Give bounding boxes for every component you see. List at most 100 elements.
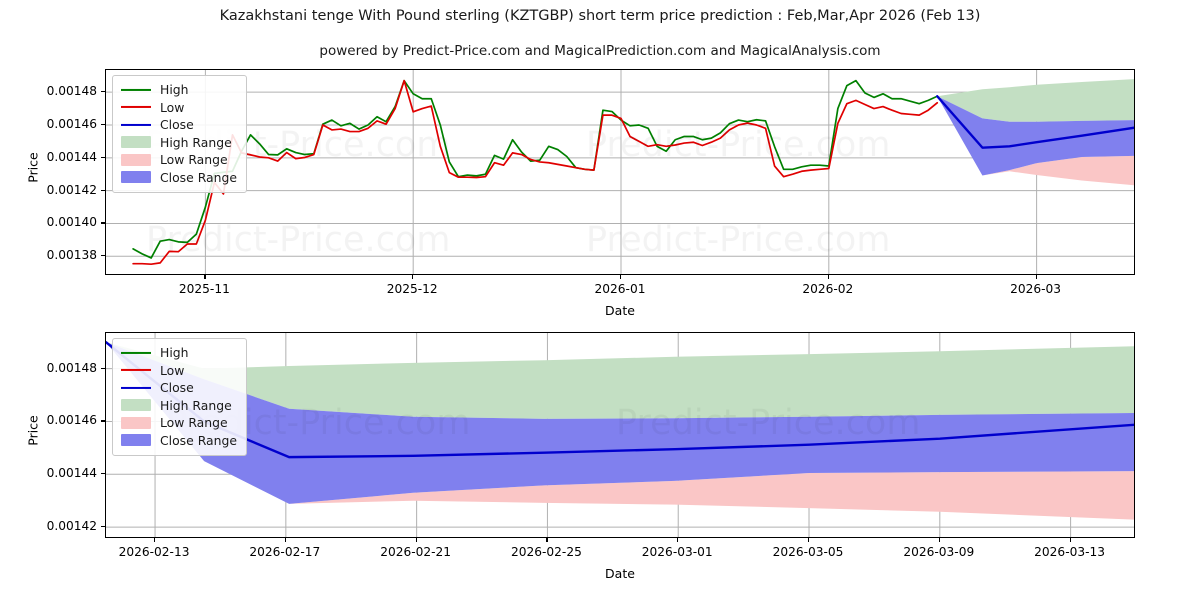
x-axis-tick-mark [546,538,548,542]
legend-swatch-line-icon [121,119,151,131]
legend-item-close: Close [121,116,237,134]
plot-svg-top [106,70,1134,274]
y-axis-tick-mark [101,222,105,224]
x-axis-tick-mark [1069,538,1071,542]
x-axis-tick-mark [412,275,414,279]
x-axis-tick-label: 2026-03 [1010,282,1062,296]
legend-item-high: High [121,344,237,362]
page-subtitle: powered by Predict-Price.com and Magical… [319,43,881,59]
legend-top: High Low Close High Range Low Range Close Ran… [112,75,247,193]
y-axis-tick-label: 0.00142 [46,182,97,197]
y-axis-tick-mark [101,189,105,191]
legend-item-close: Close [121,379,237,397]
y-axis-tick-mark [101,255,105,257]
legend-swatch-line-icon [121,347,151,359]
page-title: Kazakhstani tenge With Pound sterling (K… [219,8,981,24]
legend-swatch-patch-icon [121,434,151,447]
x-axis-label-top: Date [605,303,635,318]
y-axis-label-bottom: Price [25,415,41,446]
legend-bottom: High Low Close High Range Low Range Close Ran… [112,338,247,456]
high-range-band [106,342,1134,419]
x-axis-tick-label: 2026-02-13 [118,545,190,559]
close-range-band [937,96,1134,176]
x-axis-tick-mark [415,538,417,542]
legend-item-close-range: Close Range [121,432,237,450]
legend-item-low: Low [121,99,237,117]
legend-item-label: Low Range [160,152,228,168]
legend-swatch-patch-icon [121,136,151,149]
legend-item-label: High [160,82,189,98]
legend-swatch-patch-icon [121,416,151,429]
x-axis-tick-mark [284,538,287,542]
plot-svg-bottom [106,333,1134,537]
legend-item-label: Close [160,380,194,396]
legend-item-label: High [160,345,189,361]
legend-item-low: Low [121,362,237,380]
legend-swatch-patch-icon [121,399,151,412]
legend-item-label: Low [160,362,185,378]
high-range-band [937,79,1134,122]
y-axis-tick-label: 0.00146 [46,116,97,131]
y-axis-tick-label: 0.00142 [46,519,97,534]
legend-item-label: Close Range [160,169,237,185]
y-axis-tick-label: 0.00148 [46,84,97,99]
y-axis-tick-label: 0.00148 [46,360,97,375]
legend-item-label: High Range [160,397,232,413]
legend-item-high: High [121,81,237,99]
legend-item-high-range: High Range [121,134,237,152]
legend-swatch-line-icon [121,84,151,96]
x-axis-tick-label: 2026-03-05 [772,545,844,559]
chart-panel-top: Predict-Price.com Predict-Price.com Pred… [105,69,1135,275]
x-axis-tick-mark [677,538,679,542]
x-axis-tick-label: 2026-02 [802,282,854,296]
y-axis-tick-label: 0.00144 [46,149,97,164]
low-line [132,79,939,266]
plot-area-top: Predict-Price.com Predict-Price.com Pred… [105,69,1135,275]
legend-swatch-line-icon [121,364,151,376]
low-range-band [106,342,1134,520]
legend-swatch-patch-icon [121,171,151,184]
y-axis-tick-mark [101,367,105,369]
x-axis-tick-label: 2026-03-13 [1034,545,1105,559]
x-axis-tick-label: 2026-02-21 [380,545,452,559]
x-axis-tick-label: 2026-03-01 [641,545,713,559]
y-axis-tick-mark [101,420,105,422]
legend-item-low-range: Low Range [121,151,237,169]
y-axis-tick-mark [101,91,105,93]
y-axis-tick-label: 0.00146 [46,413,97,428]
legend-item-label: Low [160,99,185,115]
legend-swatch-line-icon [121,101,151,113]
legend-item-low-range: Low Range [121,414,237,432]
x-axis-tick-label: 2026-03-09 [903,545,975,559]
legend-item-label: High Range [160,134,232,150]
x-axis-tick-label: 2026-02-25 [511,545,582,559]
legend-item-high-range: High Range [121,397,237,415]
y-axis-tick-mark [101,526,105,528]
x-axis-tick-label: 2025-11 [178,282,230,296]
chart-panel-bottom: Predict-Price.com Predict-Price.com High… [105,332,1135,538]
x-axis-tick-mark [154,538,156,542]
low-range-band [937,96,1134,186]
plot-area-bottom: Predict-Price.com Predict-Price.com High… [105,332,1135,538]
legend-item-label: Close Range [160,432,237,448]
legend-swatch-line-icon [121,382,151,394]
x-axis-tick-label: 2026-02-17 [249,545,321,559]
x-axis-label-bottom: Date [605,566,635,581]
legend-item-label: Low Range [160,415,228,431]
x-axis-tick-mark [827,275,829,279]
x-axis-tick-label: 2025-12 [386,282,438,296]
y-axis-tick-label: 0.00144 [46,466,97,481]
close-range-band [106,342,1134,504]
y-axis-tick-mark [101,156,105,158]
y-axis-tick-label: 0.00138 [46,248,97,263]
y-axis-tick-mark [101,473,105,475]
x-axis-tick-mark [938,538,940,542]
legend-item-close-range: Close Range [121,169,237,187]
x-axis-tick-mark [808,538,810,542]
y-axis-tick-label: 0.00140 [46,215,97,230]
y-axis-tick-mark [101,123,105,126]
x-axis-tick-mark [620,275,622,279]
close-line [936,95,1134,149]
legend-item-label: Close [160,117,194,133]
